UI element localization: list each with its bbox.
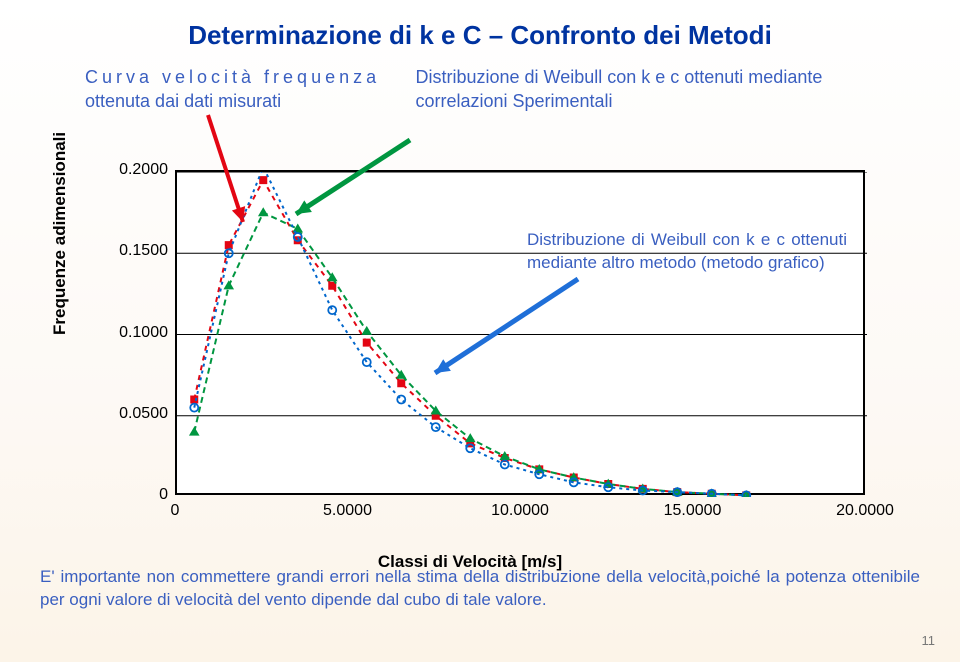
- y-tick: 0.2000: [88, 161, 168, 179]
- y-axis-label: Frequenze adimensionali: [50, 132, 70, 335]
- page-title: Determinazione di k e C – Confronto dei …: [0, 0, 960, 51]
- plot-area: Distribuzione di Weibull con k e c otten…: [175, 170, 865, 495]
- x-tick: 15.0000: [664, 502, 722, 520]
- x-tick: 5.0000: [323, 502, 372, 520]
- subtitle-left: Curva velocità frequenza ottenuta dai da…: [85, 65, 395, 114]
- y-tick: 0.1000: [88, 324, 168, 342]
- y-tick: 0.0500: [88, 405, 168, 423]
- inner-annotation: Distribuzione di Weibull con k e c otten…: [527, 229, 847, 275]
- subtitle-left-line1: Curva velocità frequenza: [85, 65, 395, 89]
- y-tick: 0.1500: [88, 242, 168, 260]
- x-tick: 10.0000: [491, 502, 549, 520]
- footer-text: E' importante non commettere grandi erro…: [40, 566, 920, 612]
- chart: Frequenze adimensionali 00.05000.10000.1…: [70, 170, 870, 540]
- subtitle-left-line2: ottenuta dai dati misurati: [85, 89, 395, 113]
- y-tick: 0: [88, 486, 168, 504]
- x-tick: 0: [171, 502, 180, 520]
- subtitle-right-line2: correlazioni Sperimentali: [415, 89, 920, 113]
- page-number: 11: [922, 633, 936, 648]
- subtitle-row: Curva velocità frequenza ottenuta dai da…: [0, 51, 960, 114]
- subtitle-right: Distribuzione di Weibull con k e c otten…: [415, 65, 920, 114]
- subtitle-right-line1: Distribuzione di Weibull con k e c otten…: [415, 65, 920, 89]
- x-tick: 20.0000: [836, 502, 894, 520]
